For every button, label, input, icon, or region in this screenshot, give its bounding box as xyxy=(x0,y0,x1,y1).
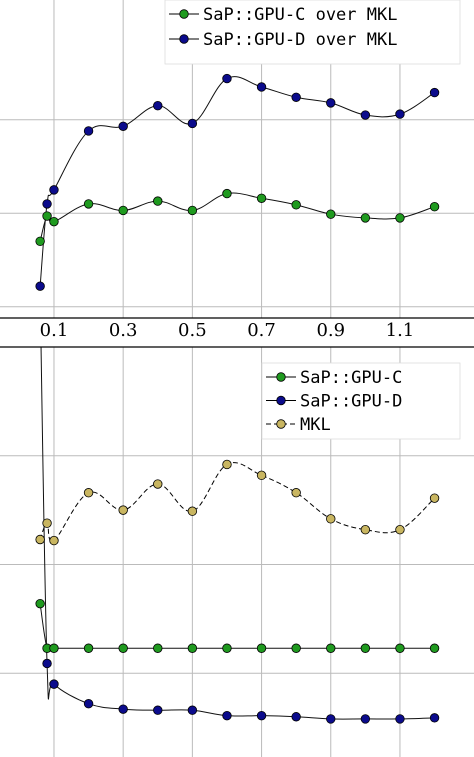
panel xyxy=(0,347,474,757)
data-point xyxy=(360,643,371,653)
data-point xyxy=(222,643,232,653)
data-point xyxy=(187,705,198,715)
data-point xyxy=(153,196,163,206)
data-point xyxy=(118,643,128,653)
x-tick-label: 0.9 xyxy=(316,320,345,341)
legend-marker xyxy=(179,34,189,44)
legend-label: SaP::GPU-C over MKL xyxy=(203,5,397,25)
data-point xyxy=(35,236,45,247)
series-group xyxy=(35,347,440,724)
data-point xyxy=(395,109,405,119)
data-point xyxy=(429,643,440,653)
data-point xyxy=(429,87,440,98)
data-point xyxy=(429,201,440,212)
data-point xyxy=(118,205,128,216)
data-point xyxy=(187,643,198,653)
data-point xyxy=(187,118,198,129)
data-point xyxy=(360,213,371,223)
data-point xyxy=(49,679,59,689)
data-point xyxy=(187,205,198,216)
data-point xyxy=(35,598,45,609)
data-point xyxy=(256,82,267,92)
x-tick-label: 0.3 xyxy=(109,320,138,341)
legend-label: SaP::GPU-C xyxy=(300,368,402,388)
legend-marker xyxy=(276,395,286,406)
data-point xyxy=(42,518,52,528)
series-line xyxy=(39,76,435,287)
data-point xyxy=(153,100,163,111)
data-point xyxy=(49,216,59,227)
data-point xyxy=(222,459,232,470)
series-group xyxy=(35,73,440,291)
legend-marker xyxy=(276,419,286,429)
data-point xyxy=(222,73,232,84)
data-point xyxy=(222,188,232,199)
data-point xyxy=(256,643,267,653)
data-point xyxy=(118,704,128,714)
data-point xyxy=(42,211,52,221)
x-tick-label: 0.5 xyxy=(178,320,207,341)
series-line xyxy=(39,192,435,242)
data-point xyxy=(291,92,301,102)
data-point xyxy=(291,488,301,498)
data-point xyxy=(291,712,301,722)
data-point xyxy=(49,535,59,546)
data-point xyxy=(395,714,405,724)
series-line xyxy=(39,603,435,653)
data-point xyxy=(49,643,59,653)
data-point xyxy=(187,506,198,516)
data-point xyxy=(83,699,94,709)
data-point xyxy=(326,98,336,108)
data-point xyxy=(291,200,301,210)
data-point xyxy=(256,710,267,721)
data-point xyxy=(153,705,163,715)
data-point xyxy=(83,488,94,498)
series-line xyxy=(40,347,435,720)
data-point xyxy=(256,470,267,481)
data-point xyxy=(42,658,52,669)
data-point xyxy=(42,199,52,209)
data-point xyxy=(326,209,336,219)
legend-marker xyxy=(179,9,189,19)
data-point xyxy=(222,710,232,721)
data-point xyxy=(153,479,163,489)
legend-label: SaP::GPU-D over MKL xyxy=(203,30,397,50)
data-point xyxy=(395,525,405,535)
data-point xyxy=(49,185,59,195)
x-tick-label: 1.1 xyxy=(386,320,415,341)
legend-marker xyxy=(276,372,286,382)
data-point xyxy=(395,213,405,223)
x-tick-label: 0.1 xyxy=(40,320,69,341)
legend-box xyxy=(164,0,461,65)
data-point xyxy=(118,121,128,131)
data-point xyxy=(429,493,440,503)
data-point xyxy=(360,525,371,535)
data-point xyxy=(256,193,267,203)
data-point xyxy=(83,126,94,136)
data-point xyxy=(35,534,45,545)
data-point xyxy=(326,714,336,724)
x-tick-label: 0.7 xyxy=(247,320,276,341)
data-point xyxy=(326,643,336,653)
data-point xyxy=(118,505,128,515)
data-point xyxy=(35,281,45,291)
data-point xyxy=(395,643,405,653)
data-point xyxy=(83,199,94,209)
data-point xyxy=(360,714,371,724)
legend-label: MKL xyxy=(300,415,331,435)
data-point xyxy=(429,713,440,723)
data-point xyxy=(83,643,94,653)
legend-label: SaP::GPU-D xyxy=(300,392,402,412)
series-line xyxy=(39,462,435,542)
data-point xyxy=(291,643,301,653)
data-point xyxy=(360,110,371,120)
data-point xyxy=(326,514,336,524)
data-point xyxy=(153,643,163,653)
